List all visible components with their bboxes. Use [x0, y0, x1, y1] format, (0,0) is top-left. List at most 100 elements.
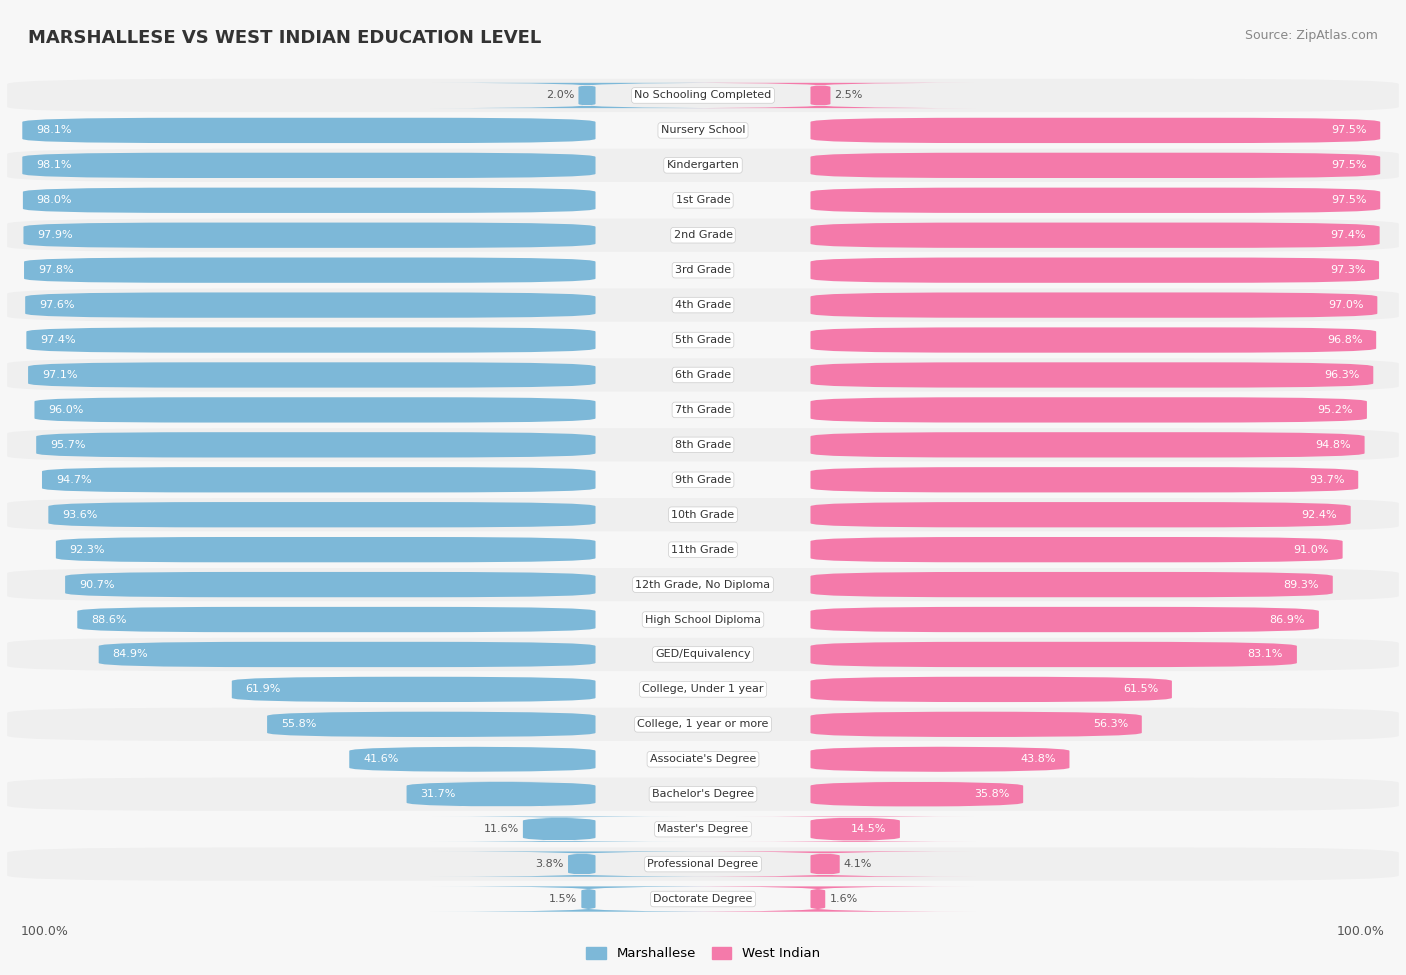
- Text: 91.0%: 91.0%: [1294, 545, 1329, 555]
- FancyBboxPatch shape: [7, 603, 1399, 636]
- FancyBboxPatch shape: [7, 463, 1399, 496]
- Text: 95.7%: 95.7%: [51, 440, 86, 449]
- FancyBboxPatch shape: [810, 397, 1367, 422]
- Legend: Marshallese, West Indian: Marshallese, West Indian: [586, 947, 820, 960]
- Text: 97.5%: 97.5%: [1331, 160, 1367, 171]
- FancyBboxPatch shape: [810, 537, 1343, 563]
- FancyBboxPatch shape: [810, 292, 1378, 318]
- FancyBboxPatch shape: [675, 851, 976, 877]
- FancyBboxPatch shape: [349, 747, 596, 772]
- FancyBboxPatch shape: [7, 673, 1399, 706]
- FancyBboxPatch shape: [22, 187, 596, 213]
- Text: 7th Grade: 7th Grade: [675, 405, 731, 415]
- Text: 1st Grade: 1st Grade: [676, 195, 730, 206]
- FancyBboxPatch shape: [810, 502, 1351, 527]
- FancyBboxPatch shape: [810, 257, 1379, 283]
- Text: 97.5%: 97.5%: [1331, 195, 1367, 206]
- FancyBboxPatch shape: [734, 816, 976, 841]
- FancyBboxPatch shape: [7, 79, 1399, 112]
- FancyBboxPatch shape: [810, 677, 1171, 702]
- Text: 1.6%: 1.6%: [830, 894, 858, 904]
- Text: 96.0%: 96.0%: [48, 405, 83, 415]
- Text: 11th Grade: 11th Grade: [672, 545, 734, 555]
- FancyBboxPatch shape: [7, 428, 1399, 461]
- Text: 1.5%: 1.5%: [548, 894, 578, 904]
- Text: 2.5%: 2.5%: [835, 91, 863, 100]
- FancyBboxPatch shape: [430, 816, 688, 841]
- Text: 97.4%: 97.4%: [1330, 230, 1365, 240]
- FancyBboxPatch shape: [810, 363, 1374, 388]
- Text: 92.4%: 92.4%: [1302, 510, 1337, 520]
- FancyBboxPatch shape: [406, 782, 596, 807]
- FancyBboxPatch shape: [28, 363, 596, 388]
- FancyBboxPatch shape: [810, 712, 1142, 737]
- FancyBboxPatch shape: [77, 606, 596, 632]
- FancyBboxPatch shape: [35, 397, 596, 422]
- FancyBboxPatch shape: [430, 851, 734, 877]
- FancyBboxPatch shape: [810, 118, 1381, 143]
- Text: 41.6%: 41.6%: [363, 755, 398, 764]
- Text: 6th Grade: 6th Grade: [675, 370, 731, 380]
- Text: 8th Grade: 8th Grade: [675, 440, 731, 449]
- FancyBboxPatch shape: [7, 254, 1399, 287]
- Text: Master's Degree: Master's Degree: [658, 824, 748, 835]
- FancyBboxPatch shape: [24, 257, 596, 283]
- FancyBboxPatch shape: [7, 289, 1399, 322]
- Text: 43.8%: 43.8%: [1021, 755, 1056, 764]
- Text: 97.8%: 97.8%: [38, 265, 73, 275]
- FancyBboxPatch shape: [7, 498, 1399, 531]
- Text: 56.3%: 56.3%: [1092, 720, 1128, 729]
- FancyBboxPatch shape: [37, 432, 596, 457]
- FancyBboxPatch shape: [98, 642, 596, 667]
- FancyBboxPatch shape: [42, 467, 596, 492]
- FancyBboxPatch shape: [25, 292, 596, 318]
- Text: 96.3%: 96.3%: [1324, 370, 1360, 380]
- Text: 97.5%: 97.5%: [1331, 126, 1367, 136]
- FancyBboxPatch shape: [7, 778, 1399, 811]
- Text: 97.4%: 97.4%: [41, 335, 76, 345]
- FancyBboxPatch shape: [430, 886, 747, 912]
- FancyBboxPatch shape: [810, 642, 1296, 667]
- Text: Nursery School: Nursery School: [661, 126, 745, 136]
- Text: 90.7%: 90.7%: [79, 579, 114, 590]
- FancyBboxPatch shape: [659, 886, 976, 912]
- FancyBboxPatch shape: [810, 572, 1333, 598]
- FancyBboxPatch shape: [810, 328, 1376, 353]
- FancyBboxPatch shape: [810, 432, 1365, 457]
- FancyBboxPatch shape: [810, 782, 1024, 807]
- Text: 5th Grade: 5th Grade: [675, 335, 731, 345]
- Text: Professional Degree: Professional Degree: [647, 859, 759, 869]
- FancyBboxPatch shape: [7, 708, 1399, 741]
- FancyBboxPatch shape: [22, 118, 596, 143]
- Text: College, Under 1 year: College, Under 1 year: [643, 684, 763, 694]
- Text: College, 1 year or more: College, 1 year or more: [637, 720, 769, 729]
- FancyBboxPatch shape: [7, 638, 1399, 671]
- FancyBboxPatch shape: [810, 222, 1379, 248]
- FancyBboxPatch shape: [7, 183, 1399, 216]
- FancyBboxPatch shape: [7, 533, 1399, 566]
- FancyBboxPatch shape: [810, 467, 1358, 492]
- Text: 97.3%: 97.3%: [1330, 265, 1365, 275]
- FancyBboxPatch shape: [7, 324, 1399, 357]
- Text: 86.9%: 86.9%: [1270, 614, 1305, 625]
- FancyBboxPatch shape: [27, 328, 596, 353]
- Text: 88.6%: 88.6%: [91, 614, 127, 625]
- Text: GED/Equivalency: GED/Equivalency: [655, 649, 751, 659]
- Text: 98.1%: 98.1%: [37, 160, 72, 171]
- Text: 93.7%: 93.7%: [1309, 475, 1344, 485]
- FancyBboxPatch shape: [7, 114, 1399, 147]
- Text: 94.7%: 94.7%: [56, 475, 91, 485]
- FancyBboxPatch shape: [7, 393, 1399, 426]
- Text: 98.1%: 98.1%: [37, 126, 72, 136]
- FancyBboxPatch shape: [430, 83, 744, 108]
- Text: 2.0%: 2.0%: [546, 91, 574, 100]
- Text: 100.0%: 100.0%: [21, 925, 69, 938]
- Text: 96.8%: 96.8%: [1327, 335, 1362, 345]
- Text: 12th Grade, No Diploma: 12th Grade, No Diploma: [636, 579, 770, 590]
- Text: High School Diploma: High School Diploma: [645, 614, 761, 625]
- FancyBboxPatch shape: [65, 572, 596, 598]
- Text: 55.8%: 55.8%: [281, 720, 316, 729]
- Text: 4.1%: 4.1%: [844, 859, 872, 869]
- FancyBboxPatch shape: [810, 153, 1381, 178]
- Text: 97.0%: 97.0%: [1329, 300, 1364, 310]
